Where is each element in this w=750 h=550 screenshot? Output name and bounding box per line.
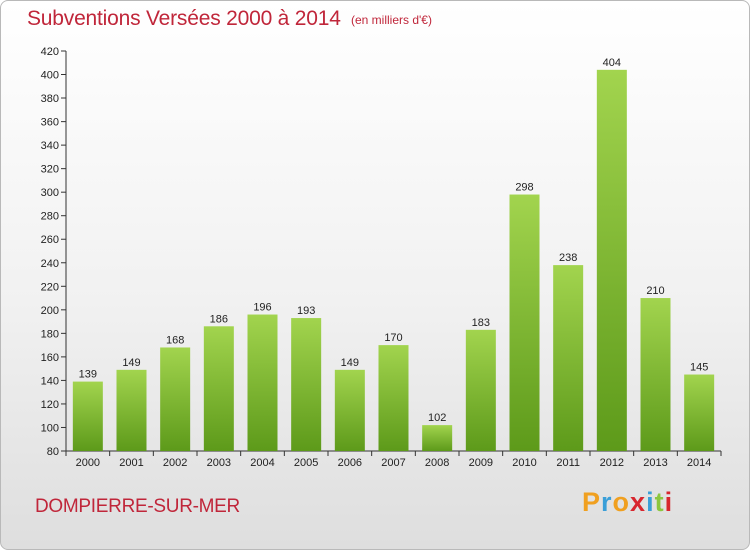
x-tick-label: 2012 — [600, 457, 624, 469]
y-tick-label: 240 — [41, 258, 59, 270]
x-tick-label: 2001 — [119, 457, 143, 469]
y-tick-label: 220 — [41, 281, 59, 293]
x-tick-label: 2011 — [556, 457, 580, 469]
bar-value-label: 186 — [210, 313, 228, 325]
bar-value-label: 183 — [472, 317, 490, 329]
x-tick-label: 2004 — [250, 457, 274, 469]
y-tick-label: 160 — [41, 352, 59, 364]
bar-value-label: 193 — [297, 305, 315, 317]
bar — [553, 265, 584, 451]
x-tick-label: 2010 — [512, 457, 536, 469]
y-tick-label: 80 — [47, 446, 59, 458]
chart-subtitle: (en milliers d'€) — [351, 13, 432, 27]
y-tick-label: 300 — [41, 187, 59, 199]
x-tick-label: 2014 — [687, 457, 711, 469]
y-tick-label: 280 — [41, 211, 59, 223]
bar — [378, 345, 409, 451]
bar-value-label: 168 — [166, 334, 184, 346]
y-tick-label: 340 — [41, 140, 59, 152]
logo-letter: r — [601, 487, 613, 517]
x-tick-label: 2006 — [338, 457, 362, 469]
logo-letter: P — [582, 487, 602, 517]
bar-value-label: 298 — [515, 182, 533, 194]
bar-value-label: 210 — [646, 285, 664, 297]
x-tick-label: 2008 — [425, 457, 449, 469]
y-tick-label: 140 — [41, 375, 59, 387]
logo-letter: i — [664, 487, 674, 517]
x-tick-label: 2003 — [207, 457, 231, 469]
x-tick-label: 2013 — [643, 457, 667, 469]
bar-value-label: 149 — [341, 357, 359, 369]
y-tick-label: 100 — [41, 422, 59, 434]
bar — [203, 326, 234, 451]
bar — [247, 314, 278, 451]
logo-letter: i — [646, 487, 655, 517]
chart-title: Subventions Versées 2000 à 2014 — [27, 7, 341, 30]
bar-value-label: 149 — [122, 357, 140, 369]
x-tick-label: 2005 — [294, 457, 318, 469]
bar — [72, 381, 103, 451]
bar — [422, 425, 453, 451]
logo-letter: x — [630, 487, 647, 517]
bar-value-label: 404 — [603, 57, 621, 69]
y-tick-label: 260 — [41, 234, 59, 246]
y-tick-label: 360 — [41, 117, 59, 129]
bar-value-label: 196 — [253, 302, 271, 314]
proxiti-logo: Proxiti — [582, 487, 673, 518]
bar-value-label: 102 — [428, 412, 446, 424]
bar — [640, 298, 671, 451]
bar — [291, 318, 322, 451]
logo-letter: o — [612, 487, 631, 517]
x-tick-label: 2002 — [163, 457, 187, 469]
x-tick-label: 2009 — [469, 457, 493, 469]
y-tick-label: 120 — [41, 399, 59, 411]
commune-name: DOMPIERRE-SUR-MER — [35, 496, 240, 517]
x-tick-label: 2007 — [381, 457, 405, 469]
logo-letter: t — [654, 487, 665, 517]
bar-value-label: 145 — [690, 362, 708, 374]
y-tick-label: 420 — [41, 46, 59, 58]
y-tick-label: 380 — [41, 93, 59, 105]
bar — [509, 194, 540, 451]
y-tick-label: 180 — [41, 328, 59, 340]
y-tick-label: 320 — [41, 164, 59, 176]
bar-value-label: 238 — [559, 252, 577, 264]
x-tick-label: 2000 — [76, 457, 100, 469]
bar — [596, 69, 627, 451]
bar — [334, 369, 365, 451]
y-tick-label: 200 — [41, 305, 59, 317]
bar — [160, 347, 191, 451]
bar — [465, 329, 496, 451]
bar — [684, 374, 715, 451]
bar-value-label: 139 — [79, 369, 97, 381]
y-tick-label: 400 — [41, 70, 59, 82]
bar — [116, 369, 147, 451]
bar-value-label: 170 — [384, 332, 402, 344]
